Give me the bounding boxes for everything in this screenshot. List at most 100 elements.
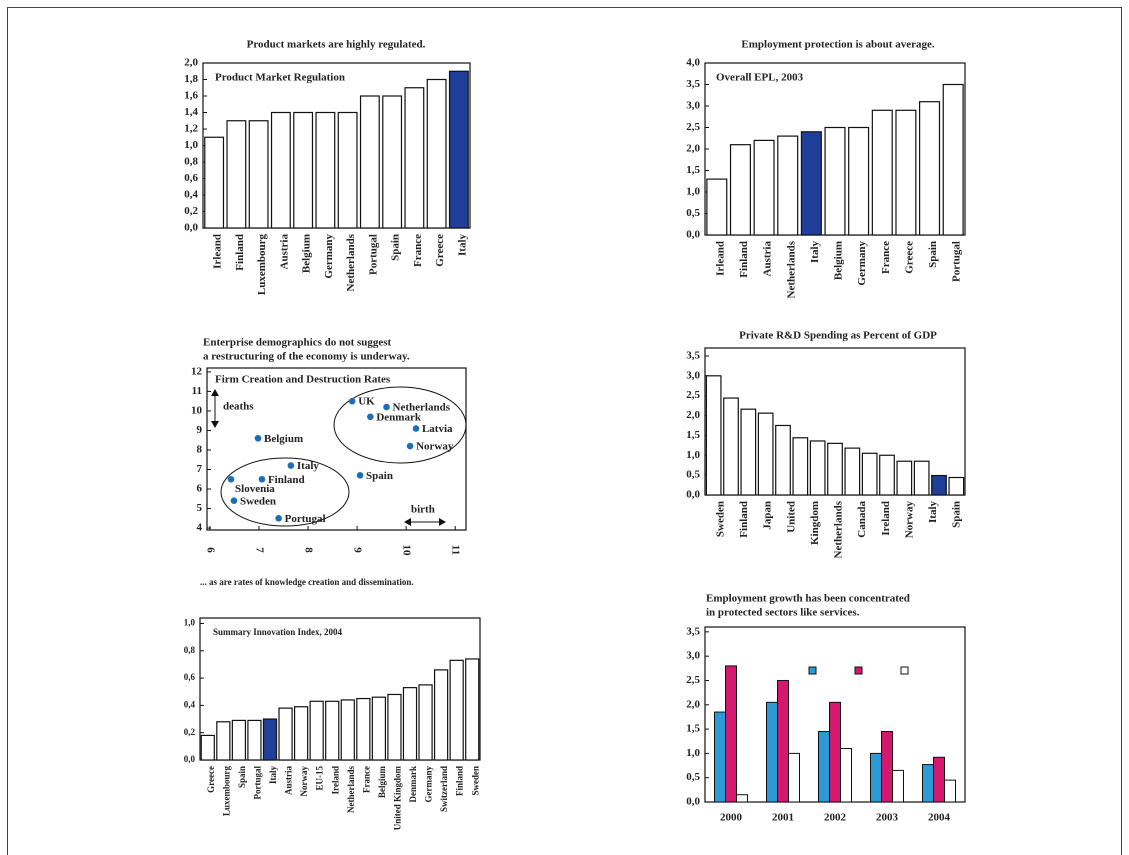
- y-tick-label: 1,2: [184, 123, 198, 135]
- bar: [775, 424, 791, 496]
- point: [254, 434, 262, 442]
- bar: [871, 109, 893, 236]
- bar: [270, 111, 291, 229]
- bar: [231, 719, 247, 761]
- point-label: Italy: [297, 460, 320, 472]
- y-tick-label: 9: [197, 424, 203, 436]
- point-label: Denmark: [376, 411, 421, 423]
- x-tick-label: Irleand: [212, 234, 224, 269]
- x-tick-label: 6: [204, 547, 216, 553]
- y-tick-label: 8: [197, 444, 203, 456]
- annotation: birth: [411, 504, 435, 516]
- bar: [278, 707, 293, 761]
- y-tick-label: 0,4: [184, 189, 198, 201]
- bar: [753, 139, 775, 236]
- y-tick-label: 10: [191, 404, 203, 416]
- y-tick-label: 2,0: [686, 143, 700, 155]
- bar: [740, 408, 757, 496]
- bar: [706, 178, 728, 236]
- chart-panel: Private R&D Spending as Percent of GDP 0,…: [686, 330, 966, 558]
- y-tick-label: 0,0: [184, 222, 198, 234]
- bar: [861, 452, 878, 496]
- bar: [293, 706, 309, 761]
- chart-title: Product markets are highly regulated.: [247, 39, 426, 51]
- x-tick-label: Kingdom: [809, 501, 821, 545]
- x-tick-label: Italy: [927, 501, 939, 524]
- y-tick-label: 2,5: [686, 674, 700, 686]
- x-tick-label: 8: [303, 547, 315, 553]
- x-tick-label: Spain: [237, 766, 247, 788]
- legend-swatch: [900, 666, 909, 675]
- y-tick-label: 0,0: [686, 489, 700, 501]
- bar: [356, 697, 371, 761]
- y-tick-label: 2,5: [686, 389, 700, 401]
- cluster-ellipse: [220, 457, 350, 527]
- bar: [844, 447, 861, 496]
- y-tick-label: 2,0: [686, 698, 700, 710]
- x-tick-label: 11: [450, 545, 462, 555]
- x-tick-label: Ireland: [880, 501, 892, 536]
- x-tick-label: 9: [352, 547, 364, 553]
- bar: [465, 658, 480, 761]
- x-tick-label: Luxembourg: [221, 766, 231, 817]
- y-tick-label: 6: [197, 483, 203, 495]
- bar: [315, 111, 336, 229]
- bar: [829, 701, 841, 803]
- bar: [340, 699, 355, 761]
- x-tick-label: Luxembourg: [256, 234, 268, 296]
- point-label: Portugal: [285, 513, 326, 525]
- x-tick-label: Japan: [762, 501, 774, 530]
- y-tick-label: 0,6: [184, 172, 198, 184]
- chart-panel: Employment protection is about average. O…: [686, 39, 966, 298]
- y-tick-label: 3,0: [686, 650, 700, 662]
- x-tick-label: France: [412, 234, 424, 267]
- x-tick-label: Spain: [951, 501, 963, 528]
- chart-title: Private R&D Spending as Percent of GDP: [739, 330, 937, 342]
- x-tick-label: 2003: [876, 812, 899, 824]
- bar: [426, 78, 447, 229]
- bar: [262, 718, 278, 761]
- y-tick-label: 0,0: [184, 754, 196, 764]
- point: [367, 413, 374, 421]
- x-tick-label: Germany: [856, 241, 868, 286]
- y-tick-label: 0,8: [184, 645, 196, 655]
- bar: [944, 779, 956, 803]
- chart-title: in protected sectors like services.: [706, 607, 860, 619]
- bar: [371, 696, 387, 761]
- y-tick-label: 0,4: [184, 699, 196, 709]
- x-tick-label: Finland: [455, 766, 465, 796]
- x-tick-label: Sweden: [714, 501, 726, 537]
- annotation: deaths: [223, 401, 254, 413]
- point: [227, 475, 235, 483]
- x-tick-label: Italy: [268, 766, 278, 785]
- chart-panel: ... as are rates of knowledge creation a…: [184, 577, 481, 830]
- x-tick-label: Spain: [390, 234, 402, 261]
- point: [230, 497, 238, 505]
- chart-title: Employment growth has been concentrated: [706, 593, 910, 605]
- bar: [729, 144, 751, 236]
- x-tick-label: Netherlands: [785, 240, 797, 298]
- point-label: UK: [358, 396, 375, 408]
- y-tick-label: 4: [197, 522, 203, 534]
- y-tick-label: 1,8: [184, 73, 198, 85]
- x-tick-label: France: [361, 766, 371, 793]
- y-tick-label: 7: [197, 463, 203, 475]
- y-tick-label: 1,0: [686, 186, 700, 198]
- y-tick-label: 0,5: [686, 469, 700, 481]
- page-frame: [7, 7, 1122, 855]
- x-tick-label: Sweden: [470, 766, 480, 796]
- bar: [714, 711, 726, 803]
- bar: [247, 719, 262, 761]
- bar: [827, 442, 843, 496]
- legend-swatch: [808, 666, 817, 675]
- y-tick-label: 3,5: [686, 349, 700, 361]
- inner-title: Product Market Regulation: [215, 72, 345, 84]
- bar: [792, 437, 809, 496]
- bar: [840, 748, 852, 803]
- bar: [736, 794, 748, 803]
- bar: [948, 476, 965, 496]
- x-tick-label: Ireland: [330, 766, 340, 794]
- y-tick-label: 2,0: [184, 57, 198, 69]
